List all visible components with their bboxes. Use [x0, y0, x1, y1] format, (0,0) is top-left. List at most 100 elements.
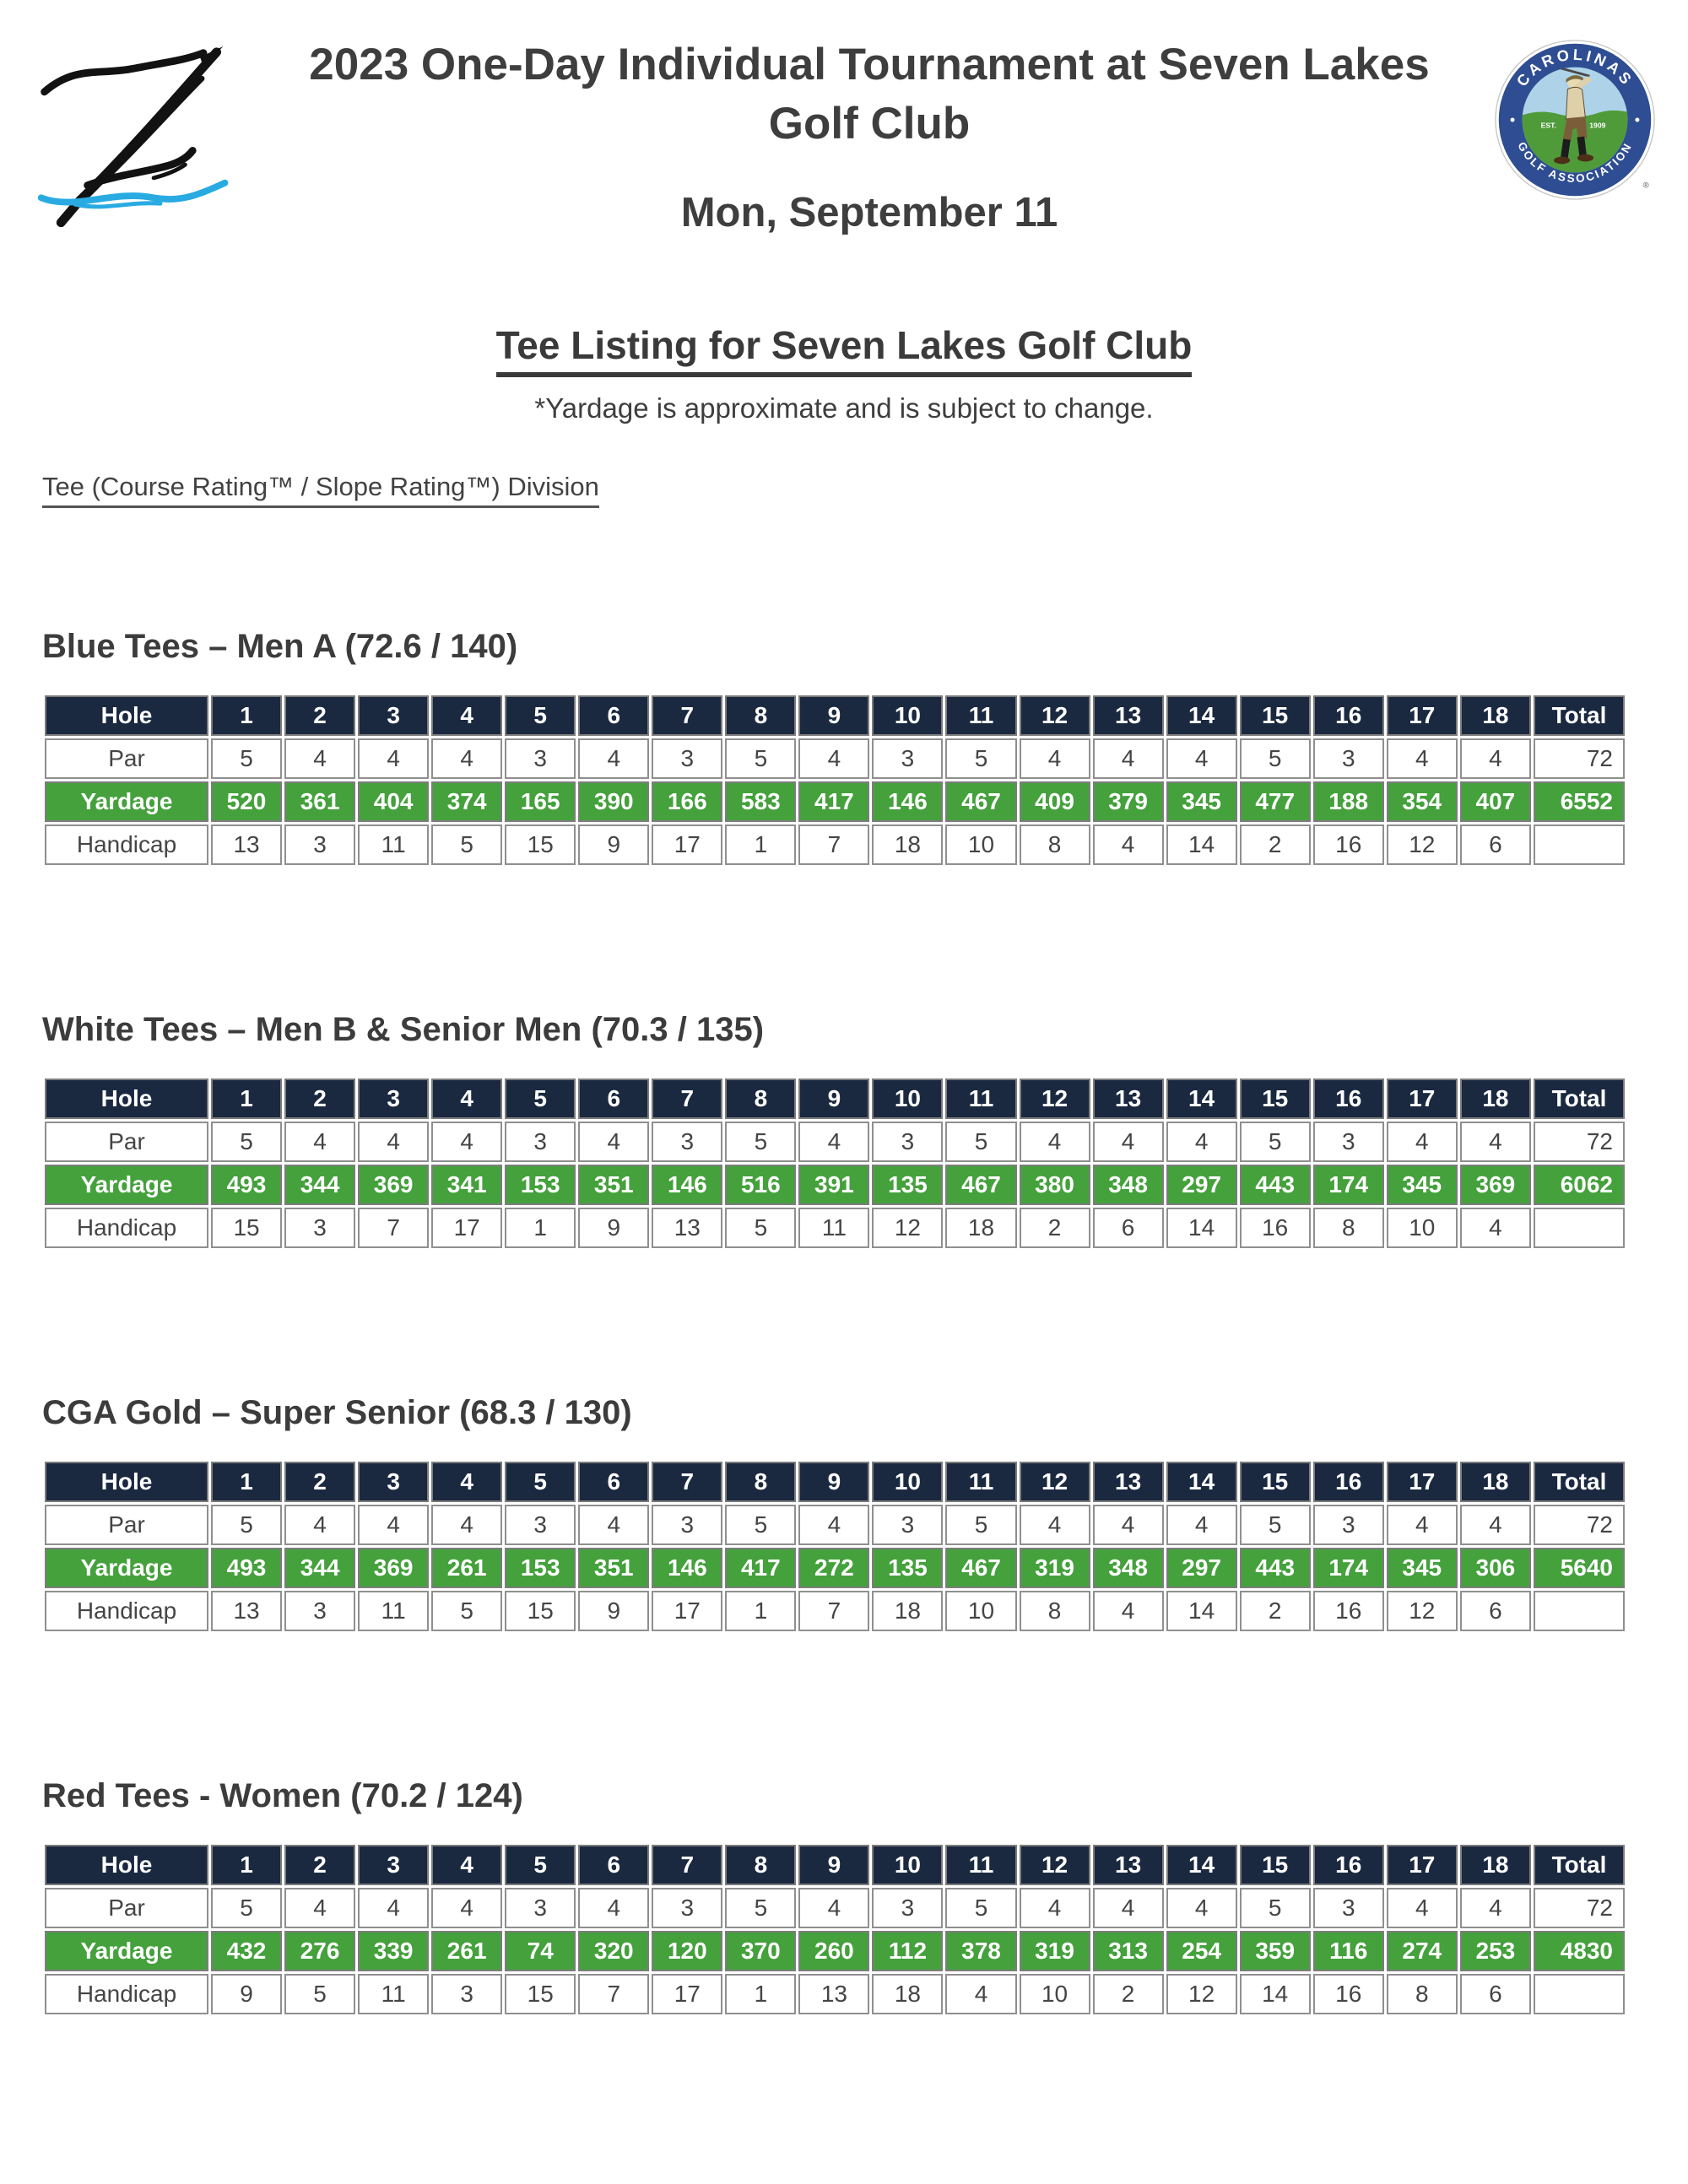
par-total-cell: 72	[1534, 1504, 1625, 1545]
handicap-total-cell	[1534, 824, 1625, 865]
page-title: 2023 One-Day Individual Tournament at Se…	[245, 35, 1494, 154]
listing-note: *Yardage is approximate and is subject t…	[534, 392, 1154, 424]
section-cga-gold-tees: CGA Gold – Super Senior (68.3 / 130) Hol…	[42, 1394, 1642, 1634]
yardage-cell: 297	[1166, 1164, 1237, 1205]
par-cell: 4	[578, 738, 650, 779]
par-cell: 3	[505, 1121, 576, 1162]
handicap-cell: 15	[505, 824, 576, 865]
par-cell: 4	[1459, 1887, 1531, 1928]
total-header-cell: Total	[1534, 1844, 1625, 1885]
yardage-cell: 520	[211, 781, 283, 822]
yardage-cell: 345	[1386, 1547, 1458, 1588]
yardage-cell: 261	[431, 1547, 503, 1588]
yardage-row-label: Yardage	[45, 1547, 208, 1588]
par-cell: 4	[1386, 1504, 1458, 1545]
par-cell: 3	[1312, 1121, 1384, 1162]
handicap-cell: 7	[798, 824, 870, 865]
yardage-cell: 153	[505, 1547, 576, 1588]
title-block: 2023 One-Day Individual Tournament at Se…	[245, 24, 1494, 236]
handicap-cell: 9	[578, 824, 650, 865]
yardage-cell: 390	[578, 781, 650, 822]
hole-header-cell: 2	[284, 1461, 356, 1502]
hole-header-cell: 1	[211, 1461, 283, 1502]
handicap-cell: 2	[1019, 1207, 1090, 1248]
yardage-cell: 345	[1386, 1164, 1458, 1205]
par-cell: 4	[431, 1121, 503, 1162]
section-white-tees: White Tees – Men B & Senior Men (70.3 / …	[42, 1011, 1642, 1251]
section-heading: Red Tees - Women (70.2 / 124)	[42, 1776, 523, 1814]
yardage-cell: 339	[358, 1930, 430, 1971]
event-date: Mon, September 11	[680, 189, 1058, 235]
yardage-cell: 146	[872, 781, 944, 822]
par-cell: 4	[1386, 1121, 1458, 1162]
yardage-cell: 407	[1459, 781, 1531, 822]
hole-header-cell: 10	[872, 1844, 944, 1885]
handicap-cell: 10	[945, 824, 1017, 865]
hole-header-cell: 18	[1459, 1844, 1531, 1885]
par-cell: 4	[431, 738, 503, 779]
rating-legend-wrap: Tee (Course Rating™ / Slope Rating™) Div…	[42, 472, 1688, 508]
handicap-total-cell	[1534, 1973, 1625, 2014]
par-cell: 4	[1459, 1121, 1531, 1162]
hole-row-label: Hole	[45, 1078, 208, 1119]
par-cell: 5	[945, 1887, 1017, 1928]
yardage-cell: 120	[652, 1930, 723, 1971]
par-cell: 3	[652, 1504, 723, 1545]
handicap-cell: 13	[652, 1207, 723, 1248]
par-cell: 4	[1166, 1887, 1237, 1928]
par-cell: 4	[1019, 738, 1090, 779]
par-cell: 4	[578, 1504, 650, 1545]
hole-header-cell: 12	[1019, 1078, 1090, 1119]
yardage-cell: 146	[652, 1547, 723, 1588]
yardage-cell: 493	[211, 1164, 283, 1205]
handicap-row: Handicap 15 3 7 17 1 9 13 5 11 12 18 2 6 14 16 8 10 4	[45, 1207, 1625, 1248]
par-cell: 4	[284, 738, 356, 779]
par-cell: 4	[284, 1504, 356, 1545]
handicap-row-label: Handicap	[45, 1973, 208, 2014]
par-row-label: Par	[45, 1504, 208, 1545]
par-cell: 4	[284, 1121, 356, 1162]
hole-header-cell: 6	[578, 695, 650, 736]
hole-header-cell: 7	[652, 695, 723, 736]
yardage-cell: 361	[284, 781, 356, 822]
handicap-row: Handicap 13 3 11 5 15 9 17 1 7 18 10 8 4 14 2 16 12 6	[45, 1590, 1625, 1631]
yardage-cell: 261	[431, 1930, 503, 1971]
yardage-cell: 165	[505, 781, 576, 822]
script-z-icon	[37, 46, 229, 228]
par-cell: 4	[358, 1504, 430, 1545]
handicap-cell: 1	[725, 824, 797, 865]
par-cell: 3	[505, 738, 576, 779]
hole-header-cell: 8	[725, 1461, 797, 1502]
hole-header-cell: 6	[578, 1078, 650, 1119]
yardage-cell: 467	[945, 781, 1017, 822]
yardage-total-cell: 5640	[1534, 1547, 1625, 1588]
par-cell: 4	[358, 738, 430, 779]
handicap-row: Handicap 9 5 11 3 15 7 17 1 13 18 4 10 2 12 14 16 8 6	[45, 1973, 1625, 2014]
yardage-row: Yardage 520 361 404 374 165 390 166 583 417 146 467…	[45, 781, 1625, 822]
cga-est-text: EST.	[1541, 122, 1556, 130]
hole-header-cell: 15	[1239, 1461, 1311, 1502]
handicap-cell: 12	[1386, 1590, 1458, 1631]
hole-header-cell: 14	[1166, 1844, 1237, 1885]
handicap-cell: 7	[798, 1590, 870, 1631]
cga-badge-icon: CAROLINAS GOLF ASSOCIATION EST. 1909 ®	[1495, 40, 1655, 200]
handicap-cell: 4	[1092, 824, 1164, 865]
par-cell: 3	[652, 738, 723, 779]
yardage-cell: 341	[431, 1164, 503, 1205]
par-cell: 4	[1166, 1504, 1237, 1545]
hole-header-cell: 3	[358, 1844, 430, 1885]
handicap-cell: 16	[1312, 824, 1384, 865]
yardage-cell: 344	[284, 1547, 356, 1588]
yardage-cell: 477	[1239, 781, 1311, 822]
handicap-cell: 9	[578, 1590, 650, 1631]
handicap-cell: 15	[505, 1590, 576, 1631]
hole-header-cell: 6	[578, 1461, 650, 1502]
handicap-cell: 7	[578, 1973, 650, 2014]
hole-header-cell: 4	[431, 695, 503, 736]
yardage-cell: 319	[1019, 1547, 1090, 1588]
par-cell: 5	[1239, 1121, 1311, 1162]
yardage-cell: 516	[725, 1164, 797, 1205]
handicap-cell: 17	[652, 1973, 723, 2014]
hole-header-cell: 10	[872, 1461, 944, 1502]
par-cell: 4	[1019, 1887, 1090, 1928]
